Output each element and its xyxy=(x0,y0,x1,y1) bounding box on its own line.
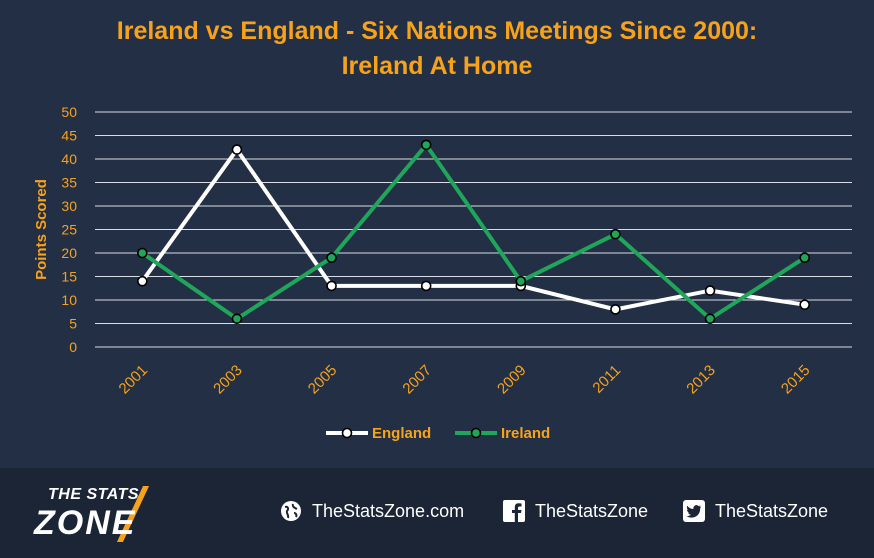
globe-icon xyxy=(281,501,301,521)
series-line-ireland xyxy=(141,141,806,322)
data-point-england xyxy=(137,275,148,287)
data-point-ireland xyxy=(231,313,243,325)
legend-marker-ireland xyxy=(470,427,482,439)
data-point-england xyxy=(420,280,432,292)
data-point-ireland xyxy=(137,247,148,259)
y-tick-label: 20 xyxy=(61,245,77,261)
x-tick-label: 2001 xyxy=(116,362,152,398)
chart-panel: Ireland vs England - Six Nations Meeting… xyxy=(0,14,874,442)
legend-label-ireland: Ireland xyxy=(501,425,550,442)
footer: THE STATS ZONE TheStatsZone.com TheStats… xyxy=(0,468,874,558)
legend-label-england: England xyxy=(372,425,431,442)
line-chart: 0 5 10 15 20 25 30 35 40 45 50 Points Scored 2001 200… xyxy=(33,104,852,442)
y-tick-label: 5 xyxy=(69,316,77,332)
data-point-england xyxy=(704,285,716,296)
data-point-ireland xyxy=(326,252,337,264)
chart-title-line-2: Ireland At Home xyxy=(341,52,533,80)
twitter-label: TheStatsZone xyxy=(715,500,829,521)
y-tick-label: 45 xyxy=(61,128,77,144)
x-tick-label: 2011 xyxy=(589,362,624,397)
chart-title: Ireland vs England - Six Nations Meeting… xyxy=(0,14,874,84)
legend-marker-england xyxy=(341,427,353,439)
website-label: TheStatsZone.com xyxy=(312,500,465,521)
y-tick-label: 10 xyxy=(61,292,77,308)
data-point-ireland xyxy=(420,139,432,151)
x-tick-label: 2005 xyxy=(305,362,341,398)
twitter-link[interactable]: TheStatsZone xyxy=(683,500,828,522)
y-tick-label: 15 xyxy=(61,269,77,285)
chart-title-line-1: Ireland vs England - Six Nations Meeting… xyxy=(116,17,758,45)
stats-zone-logo: THE STATS ZONE xyxy=(30,486,190,546)
data-point-ireland xyxy=(610,228,621,240)
logo-line-1: THE STATS xyxy=(48,486,140,503)
data-point-england xyxy=(231,144,243,155)
y-tick-label: 0 xyxy=(69,339,77,355)
y-tick-label: 35 xyxy=(61,175,77,191)
facebook-link[interactable]: TheStatsZone xyxy=(503,500,648,522)
website-link[interactable]: TheStatsZone.com xyxy=(280,500,464,522)
x-tick-label: 2015 xyxy=(778,362,814,398)
y-tick-label: 50 xyxy=(61,104,77,120)
y-tick-label: 40 xyxy=(61,151,77,167)
data-point-ireland xyxy=(704,313,716,325)
logo-line-2: ZONE xyxy=(34,504,137,542)
data-point-england xyxy=(610,304,621,315)
facebook-label: TheStatsZone xyxy=(535,500,649,521)
data-point-ireland xyxy=(799,252,810,264)
data-point-ireland xyxy=(515,275,527,287)
x-tick-label: 2013 xyxy=(683,362,719,398)
x-tick-label: 2009 xyxy=(494,362,530,398)
y-axis-label: Points Scored xyxy=(33,179,50,280)
x-tick-label: 2003 xyxy=(210,362,246,398)
y-tick-label: 25 xyxy=(61,222,77,238)
data-point-england xyxy=(799,299,810,311)
data-point-england xyxy=(326,280,337,292)
x-tick-label: 2007 xyxy=(399,362,435,398)
y-tick-label: 30 xyxy=(61,198,77,214)
facebook-icon xyxy=(503,500,525,522)
twitter-icon xyxy=(683,500,705,522)
series-line-england xyxy=(140,146,805,312)
